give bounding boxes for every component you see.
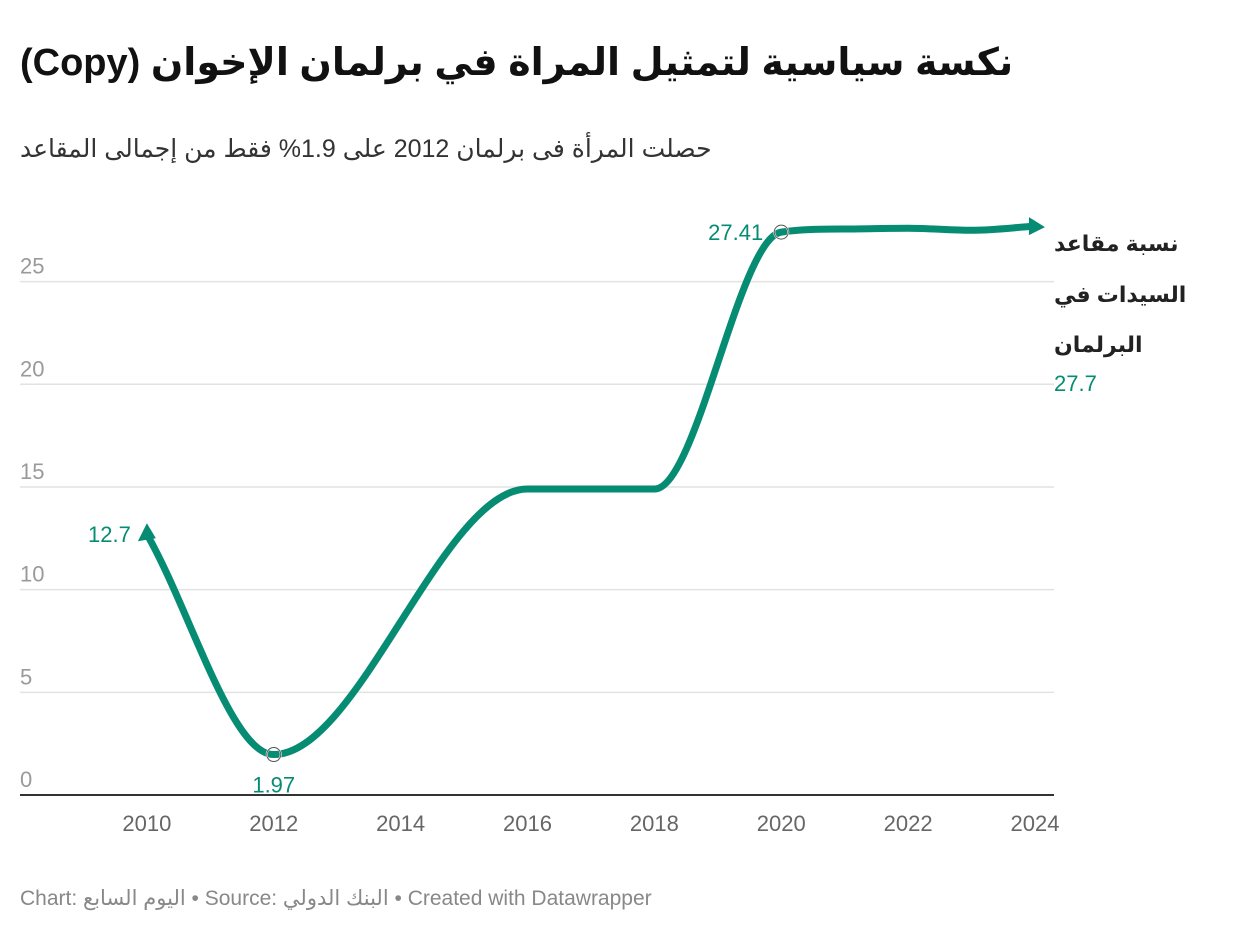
axis-layer: 0 5 10 15 20 25 2010 2012 2014 2016 2018 2020 2022 20… (20, 254, 1059, 836)
data-label-2010: 12.7 (88, 522, 131, 547)
x-tick-label-2024: 2024 (1010, 811, 1059, 836)
label-layer: 12.7 1.97 27.41 نسبة مقاعد السيدات في البرلما… (88, 220, 1186, 797)
x-tick-label-2012: 2012 (249, 811, 298, 836)
y-tick-label-10: 10 (20, 562, 44, 587)
y-tick-label-0: 0 (20, 767, 32, 792)
y-tick-label-15: 15 (20, 459, 44, 484)
y-tick-label-5: 5 (20, 664, 32, 689)
x-tick-label-2018: 2018 (630, 811, 679, 836)
chart-subtitle: حصلت المرأة فى برلمان 2012 على 1.9% فقط … (20, 135, 712, 163)
series-line (143, 222, 1039, 759)
x-tick-label-2014: 2014 (376, 811, 425, 836)
series-name-line-3: البرلمان (1054, 332, 1143, 358)
chart-footer: Chart: اليوم السابع • Source: البنك الدو… (20, 887, 652, 910)
data-label-2012: 1.97 (252, 773, 295, 798)
end-value-label: 27.7 (1054, 371, 1097, 396)
grid-layer (20, 280, 1054, 694)
x-tick-label-2020: 2020 (757, 811, 806, 836)
line-chart: 0 5 10 15 20 25 2010 2012 2014 2016 2018 2020 2022 20… (20, 217, 1186, 836)
series-layer (137, 217, 1045, 759)
y-tick-label-25: 25 (20, 254, 44, 279)
point-marker-2020 (773, 224, 789, 240)
series-name-line-2: السيدات في (1054, 282, 1186, 308)
chart-title: نكسة سياسية لتمثيل المراة في برلمان الإخ… (20, 42, 1014, 84)
x-tick-label-2016: 2016 (503, 811, 552, 836)
series-name-line-1: نسبة مقاعد (1054, 231, 1179, 256)
start-arrow-marker (137, 523, 156, 542)
x-tick-label-2010: 2010 (122, 811, 171, 836)
end-arrow-marker (1028, 217, 1045, 236)
point-marker-2012 (266, 747, 282, 763)
data-label-2020: 27.41 (708, 220, 763, 245)
y-tick-label-20: 20 (20, 356, 44, 381)
x-tick-label-2022: 2022 (884, 811, 933, 836)
